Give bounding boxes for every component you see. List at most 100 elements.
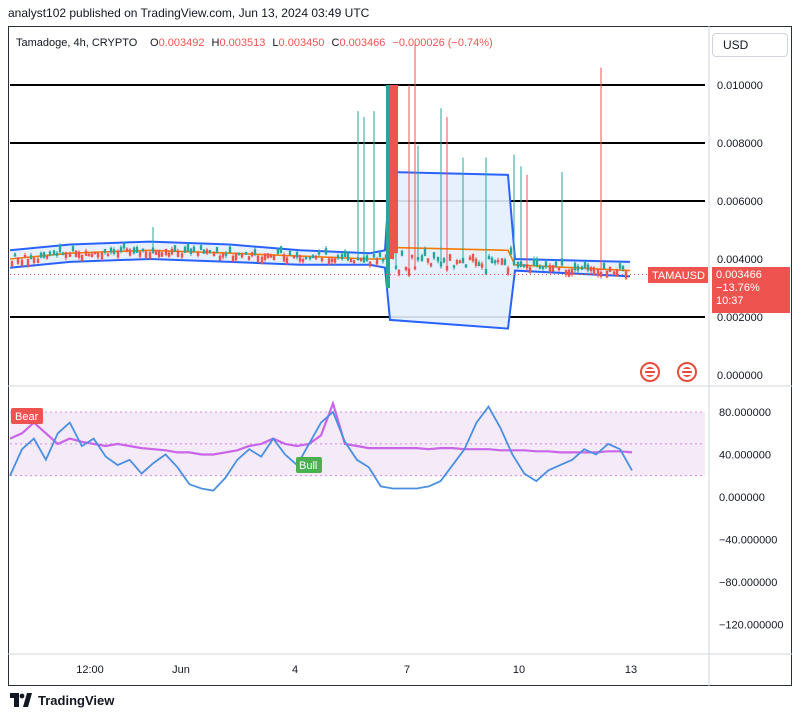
candle-body [487,255,491,260]
candle-body [567,269,571,277]
candle-body [452,265,456,268]
candle-body [423,248,427,256]
candle-body [410,254,414,258]
candle-body [480,263,484,268]
candle-body [608,266,612,272]
candle-body [516,261,520,268]
time-axis: 12:00 Jun 4 7 10 13 [76,664,637,676]
bull-label: Bull [299,460,317,472]
stoch-k-line [9,405,633,492]
candle-body [109,247,113,253]
candle-body [320,258,324,262]
candle-body-large [386,85,390,288]
stoch-tick-label: 0.000000 [719,492,765,504]
time-tick-label: 13 [625,664,637,676]
candle-body [23,255,27,258]
candle-body [167,252,171,257]
candle-body [36,258,40,263]
candle-body [196,252,200,256]
candle-body [288,250,292,255]
candle-body [234,252,238,261]
candle-body [180,253,184,258]
candle-body [535,258,539,267]
candle-body [112,249,116,254]
price-tick-label: 0.008000 [717,138,763,150]
candle-body [138,251,142,257]
candle-body [576,266,580,271]
candle-body [96,252,100,258]
candle-body [512,259,516,265]
candle-body [116,250,120,258]
candle-body [170,248,174,255]
candle-body [244,251,248,255]
candle-body [506,267,510,275]
candle-body [100,252,104,260]
candle-body [148,252,152,259]
candle-body [308,256,312,260]
candle-body [618,263,622,269]
candle-body [285,257,289,264]
candle-body [368,261,372,267]
candle-body [477,262,481,266]
candle-body [154,250,158,255]
candle-body [436,256,440,262]
candle-body [624,271,628,279]
stoch-tick-label: 40.000000 [719,450,771,462]
candle-body [404,266,408,271]
legend-symbol: Tamadoge, 4h, CRYPTO [16,37,138,49]
candle-body [29,255,33,259]
candle-body [215,247,219,253]
candle-body [356,257,360,261]
candle-body [45,255,49,259]
candle-body [144,251,148,258]
candle-body [522,264,526,267]
candle-body [250,252,254,257]
candle-body [471,253,475,262]
candle-body [48,251,52,256]
candle-body [298,255,302,262]
price-axis: 0.010000 0.008000 0.006000 0.004000 0.002000… [648,80,763,382]
flag-icon-2[interactable] [677,362,697,382]
candle-body [125,248,129,252]
currency-button[interactable]: USD [712,33,788,57]
candle-body [205,249,209,254]
candle-body [439,261,443,267]
candle-body [381,258,385,262]
candle-body [468,256,472,260]
stoch-d-line [9,400,633,456]
price-tick-label: 0.006000 [717,196,763,208]
candle-body [128,249,132,256]
stoch-tick-label: 80.000000 [719,407,771,419]
candle-body [295,251,299,258]
candle-body [39,252,43,258]
price-tag-countdown: 10:37 [716,295,744,307]
time-tick-label: 7 [404,664,410,676]
symbol-tag-text: TAMAUSD [652,270,705,282]
candle-body [20,259,24,266]
candle-body [292,255,296,259]
candle-body [503,259,507,265]
candle-body [455,260,459,265]
candle-body [93,251,97,254]
candle-body [135,247,139,253]
candle-body [343,250,347,257]
candle-body [592,267,596,275]
candle-body [464,264,468,268]
candle-body [378,252,382,257]
time-tick-label: 10 [513,664,525,676]
bear-label-box [11,408,43,424]
candle-body [429,263,433,267]
flag-icon[interactable] [640,362,660,382]
price-tag-change: −13.76% [716,282,760,294]
candle-body [544,261,548,268]
candle-body [500,258,504,265]
candle-body [397,269,401,276]
candle-body [228,246,232,253]
candle-body [240,253,244,258]
candle-body [349,259,353,263]
candle-body [301,259,305,263]
candle-body [84,250,88,256]
candle-body [432,252,436,259]
candle-body [74,250,78,258]
